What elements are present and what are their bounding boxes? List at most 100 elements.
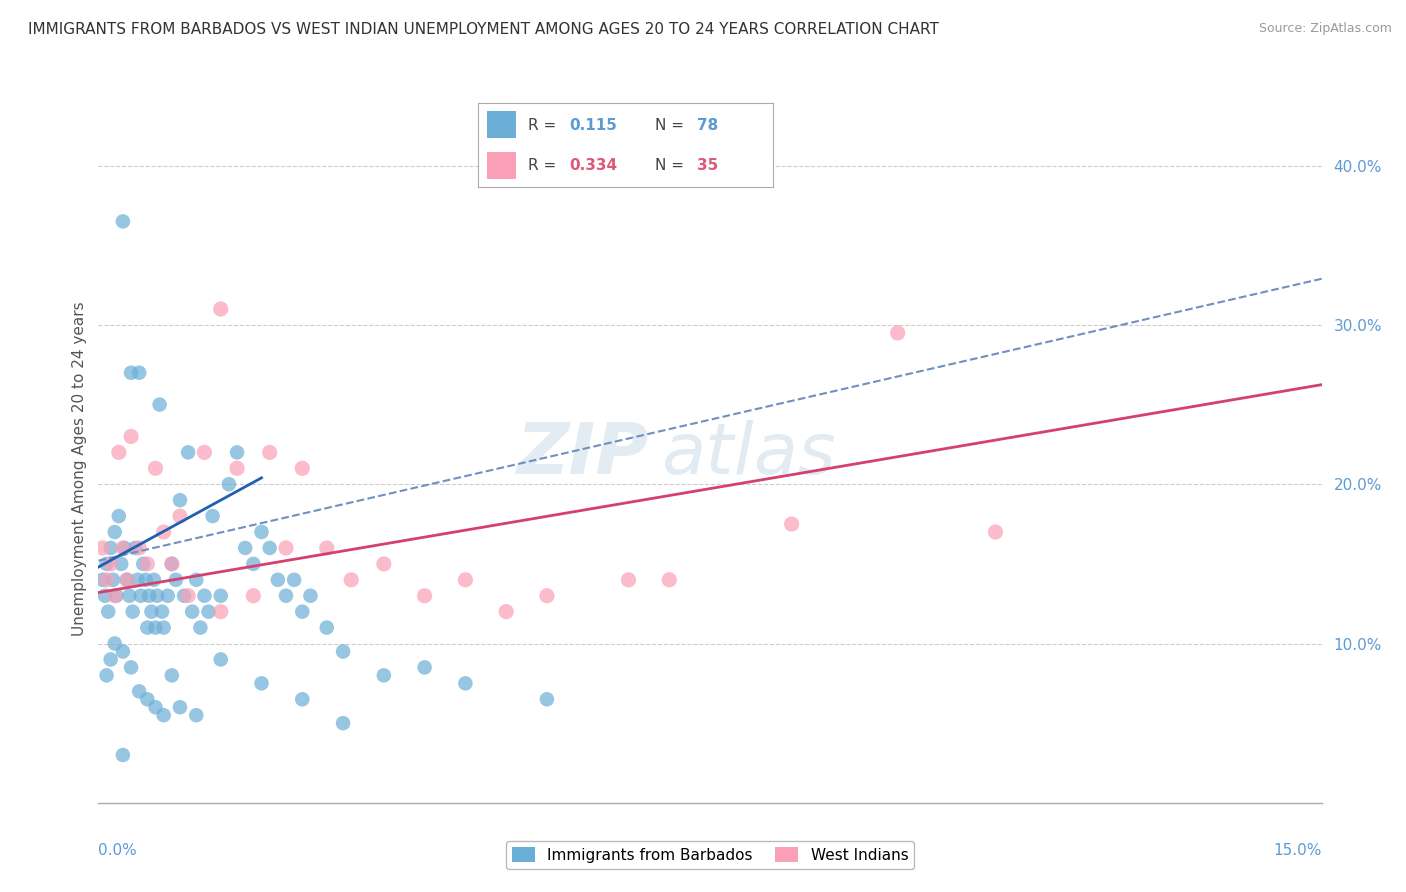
Point (373, 668, 395, 682)
Point (291, 692, 314, 706)
Point (160, 668, 183, 682)
Point (111, 214, 134, 228)
Point (115, 573, 138, 587)
Point (177, 445, 200, 459)
Point (274, 589, 297, 603)
Point (127, 573, 149, 587)
Point (291, 605, 314, 619)
Point (111, 747, 134, 762)
Point (136, 557, 159, 571)
Point (160, 557, 183, 571)
Point (111, 541, 134, 555)
Point (299, 589, 322, 603)
Point (160, 557, 183, 571)
Point (114, 541, 136, 555)
Text: 78: 78 (696, 118, 718, 133)
Point (94, 589, 117, 603)
Point (233, 541, 256, 555)
Point (169, 509, 191, 524)
Point (218, 477, 240, 491)
Point (413, 660, 436, 674)
Point (101, 573, 124, 587)
Point (780, 517, 803, 532)
Point (169, 493, 191, 508)
Text: atlas: atlas (661, 420, 835, 490)
Text: 0.0%: 0.0% (98, 843, 138, 858)
Point (120, 366, 142, 380)
Point (332, 716, 354, 731)
Point (340, 573, 363, 587)
Point (291, 461, 314, 475)
Text: ZIP: ZIP (516, 420, 648, 490)
Point (259, 541, 281, 555)
Point (209, 652, 232, 666)
Point (100, 541, 122, 555)
Text: N =: N = (655, 158, 689, 173)
Point (128, 541, 150, 555)
Point (120, 660, 142, 674)
Text: R =: R = (529, 118, 561, 133)
Point (495, 605, 517, 619)
Point (105, 589, 128, 603)
Point (186, 573, 208, 587)
Point (121, 605, 143, 619)
Point (454, 676, 477, 690)
Text: IMMIGRANTS FROM BARBADOS VS WEST INDIAN UNEMPLOYMENT AMONG AGES 20 TO 24 YEARS C: IMMIGRANTS FROM BARBADOS VS WEST INDIAN … (28, 22, 939, 37)
Point (91, 541, 114, 555)
Point (274, 541, 297, 555)
Point (128, 684, 150, 698)
Point (209, 605, 232, 619)
Text: Source: ZipAtlas.com: Source: ZipAtlas.com (1258, 22, 1392, 36)
Point (145, 621, 167, 635)
Point (96, 573, 118, 587)
Text: 0.115: 0.115 (569, 118, 617, 133)
Point (209, 301, 232, 316)
Point (104, 636, 127, 650)
Point (267, 573, 290, 587)
Point (129, 589, 152, 603)
Point (115, 573, 138, 587)
Point (181, 605, 204, 619)
Point (242, 589, 264, 603)
Point (100, 652, 122, 666)
Point (536, 589, 558, 603)
Bar (486, 111, 516, 138)
Text: 15.0%: 15.0% (1274, 843, 1322, 858)
Point (454, 573, 477, 587)
Point (536, 692, 558, 706)
Point (108, 445, 131, 459)
Point (132, 557, 155, 571)
Point (118, 589, 141, 603)
Point (141, 605, 163, 619)
Point (146, 589, 169, 603)
Point (124, 541, 146, 555)
Y-axis label: Unemployment Among Ages 20 to 24 years: Unemployment Among Ages 20 to 24 years (72, 301, 87, 636)
Point (96, 557, 118, 571)
Legend: Immigrants from Barbados, West Indians: Immigrants from Barbados, West Indians (506, 840, 914, 869)
Point (283, 573, 305, 587)
Point (226, 445, 249, 459)
Point (250, 676, 273, 690)
Point (197, 605, 219, 619)
Point (886, 326, 908, 340)
Point (201, 509, 224, 524)
Point (177, 589, 200, 603)
Point (188, 621, 212, 635)
Point (120, 429, 142, 443)
Point (226, 461, 249, 475)
Text: R =: R = (529, 158, 561, 173)
Point (193, 445, 215, 459)
Point (91, 573, 114, 587)
Point (169, 700, 191, 714)
Point (104, 524, 127, 539)
Point (136, 692, 159, 706)
Point (110, 557, 132, 571)
Point (658, 573, 681, 587)
Point (128, 366, 150, 380)
Point (259, 445, 281, 459)
Point (242, 557, 264, 571)
Point (165, 573, 187, 587)
Point (108, 509, 131, 524)
Point (173, 589, 195, 603)
Bar (486, 152, 516, 178)
